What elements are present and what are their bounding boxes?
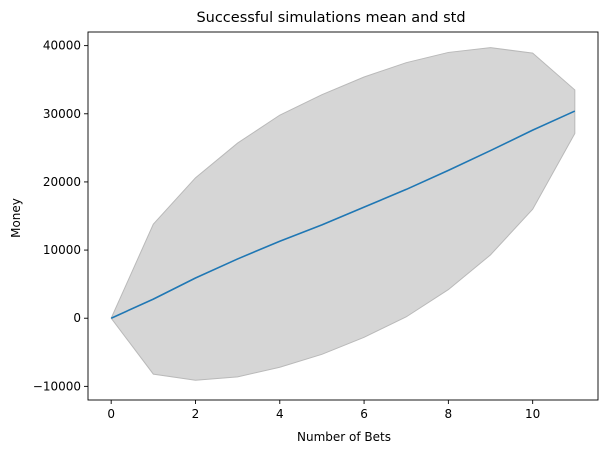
y-tick-label: 30000: [43, 107, 81, 121]
x-tick-label: 4: [276, 407, 284, 421]
x-tick-label: 0: [107, 407, 115, 421]
mean-line: [110, 110, 576, 319]
x-tick-label: 2: [192, 407, 200, 421]
y-tick-label: 0: [73, 311, 81, 325]
y-tick-label: 20000: [43, 175, 81, 189]
std-band: [110, 47, 576, 381]
y-tick-label: 10000: [43, 243, 81, 257]
x-axis-title: Number of Bets: [297, 430, 391, 444]
chart-title: Successful simulations mean and std: [196, 10, 465, 26]
y-tick-label: 40000: [43, 39, 81, 53]
plot-area: 0 2 4 6 8 10 −10000 0 10000 20000 30000 40000: [33, 31, 599, 421]
y-tick-label: −10000: [33, 379, 81, 393]
x-tick-label: 10: [525, 407, 540, 421]
y-axis-title: Money: [9, 198, 23, 238]
axes-frame: [87, 31, 599, 401]
x-tick-label: 6: [360, 407, 368, 421]
x-tick-label: 8: [445, 407, 453, 421]
